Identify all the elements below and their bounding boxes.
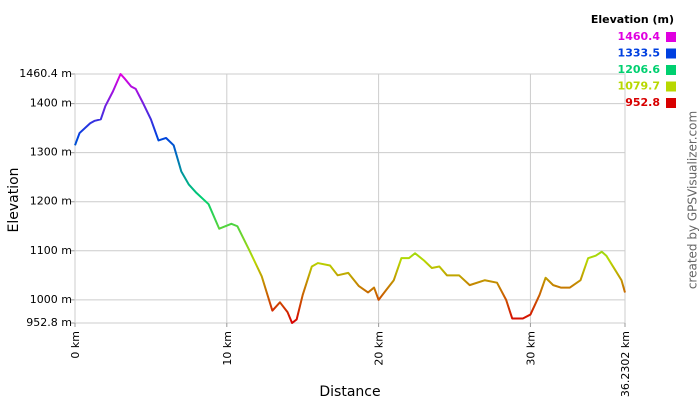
legend-label: 1079.7 <box>618 80 660 93</box>
y-tick-label: 1300 m <box>30 146 72 159</box>
elevation-line <box>74 73 626 324</box>
y-tick-label: 1100 m <box>30 244 72 257</box>
legend-swatch <box>666 32 676 42</box>
legend-swatch <box>666 48 676 59</box>
y-axis-title: Elevation <box>6 167 22 232</box>
legend-label: 1333.5 <box>618 47 660 60</box>
y-tick-label: 952.8 m <box>26 316 72 329</box>
legend-swatch <box>666 98 676 108</box>
x-tick-label: 10 km <box>221 331 234 366</box>
x-tick-label: 30 km <box>524 331 537 366</box>
y-tick-label: 1000 m <box>30 293 72 306</box>
x-tick-label: 0 km <box>69 331 82 359</box>
legend-title: Elevation (m) <box>591 13 674 26</box>
legend-label: 1460.4 <box>618 30 661 43</box>
credit: created by GPSVisualizer.com <box>686 111 700 289</box>
legend-label: 1206.6 <box>618 63 661 76</box>
legend-swatch <box>666 81 676 92</box>
x-tick-label: 20 km <box>373 331 386 366</box>
legend-swatch <box>666 65 676 75</box>
y-tick-label: 1200 m <box>30 195 72 208</box>
x-tick-label: 36.2302 km <box>619 331 632 397</box>
y-tick-label: 1460.4 m <box>19 67 72 80</box>
y-tick-label: 1400 m <box>30 97 72 110</box>
legend-label: 952.8 <box>625 96 660 109</box>
x-axis-title: Distance <box>319 384 380 400</box>
